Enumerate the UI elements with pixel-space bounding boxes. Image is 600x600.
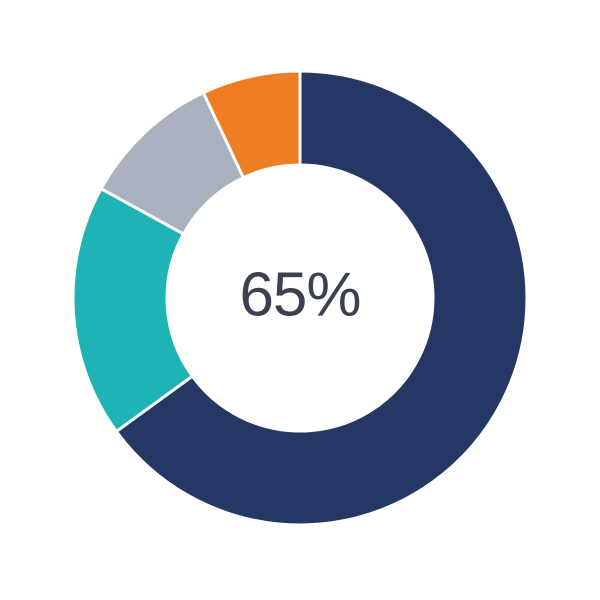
- donut-segment-teal: [71, 186, 195, 434]
- donut-segment-orange: [201, 69, 302, 180]
- donut-segment-primary-navy: [114, 69, 529, 527]
- donut-center-percentage-label: 65%: [239, 260, 361, 330]
- donut-hole: [168, 166, 432, 430]
